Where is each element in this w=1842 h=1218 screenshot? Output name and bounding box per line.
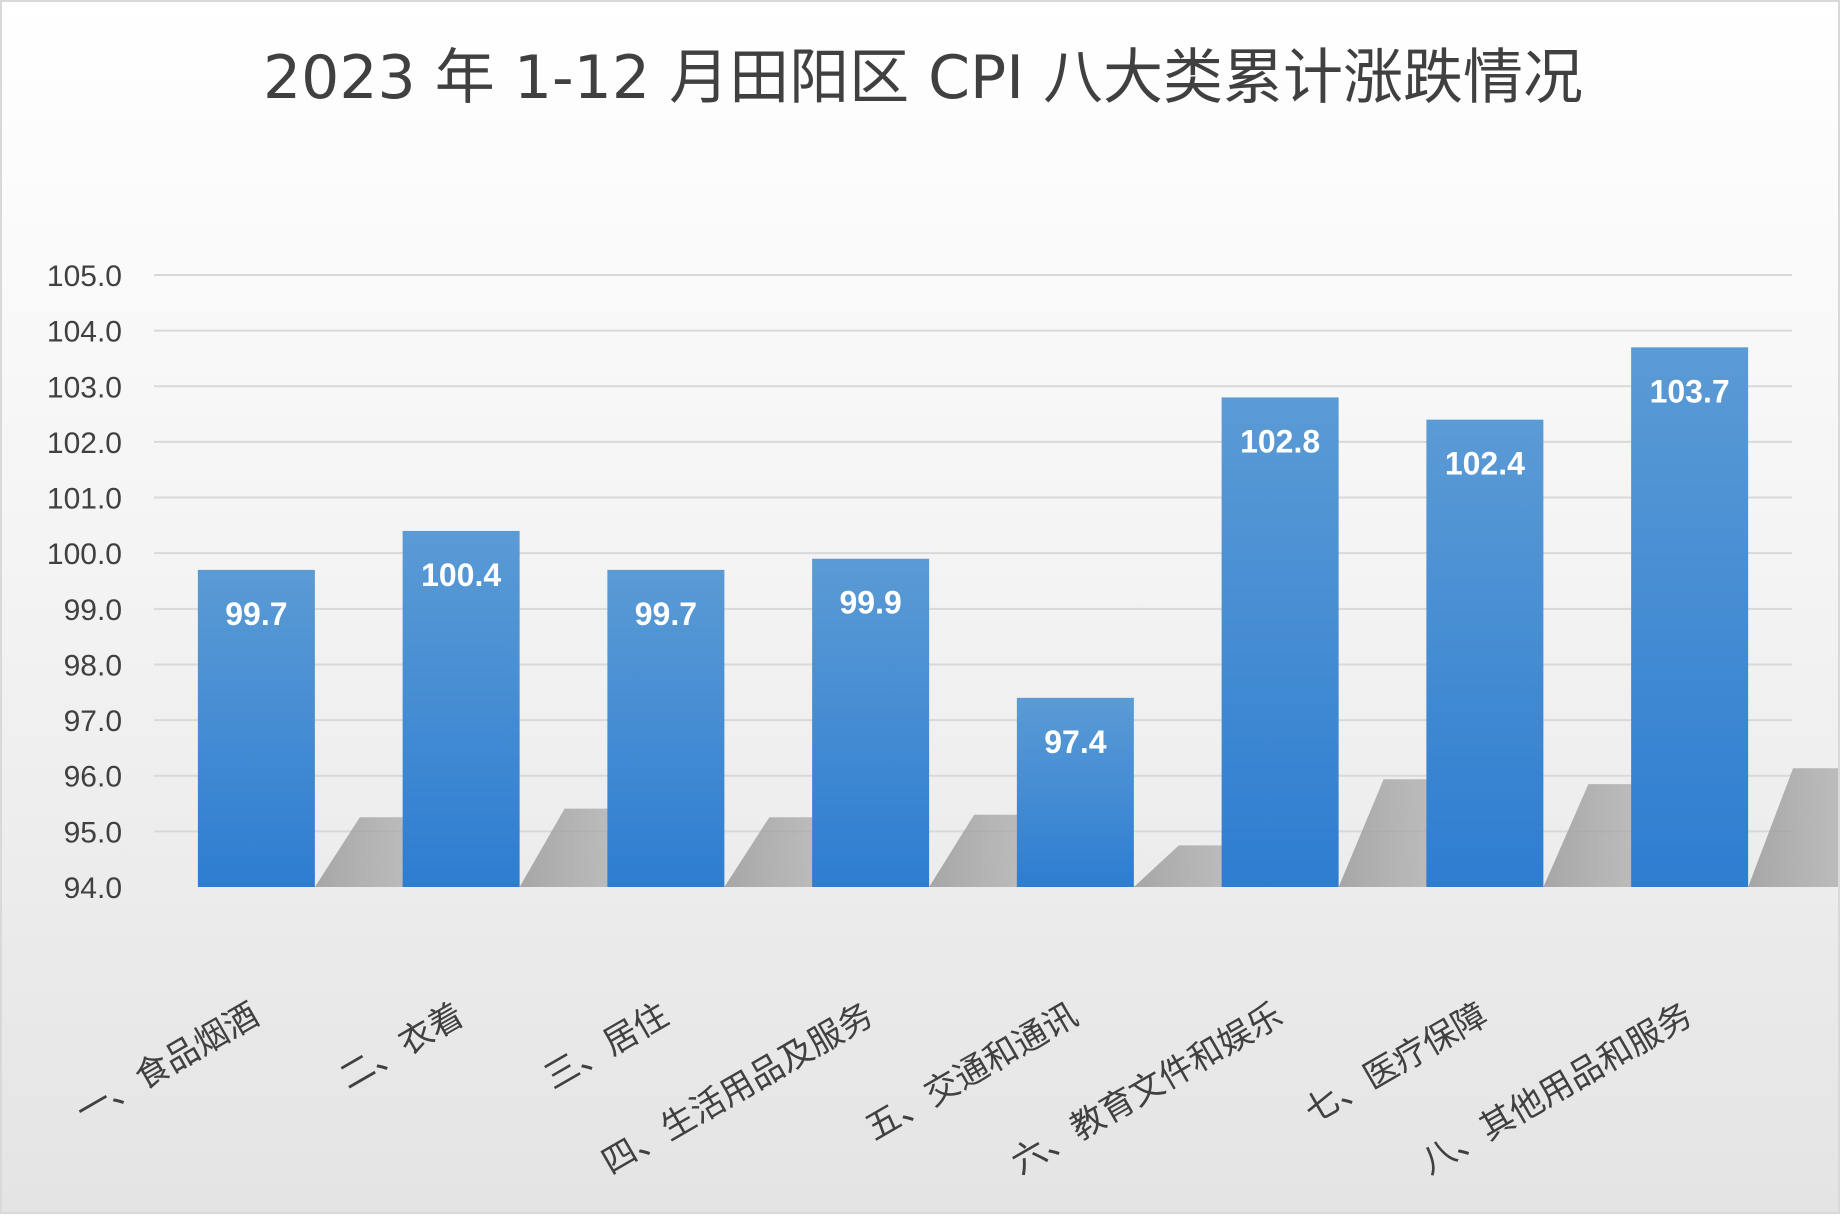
bar-shadow <box>1748 768 1838 887</box>
data-label: 99.7 <box>635 596 697 632</box>
data-label: 102.4 <box>1445 446 1525 482</box>
y-tick-label: 99.0 <box>64 594 122 627</box>
y-tick-label: 100.0 <box>47 538 122 571</box>
y-tick-label: 95.0 <box>64 816 122 849</box>
y-tick-label: 101.0 <box>47 483 122 516</box>
y-tick-label: 104.0 <box>47 316 122 349</box>
chart-title-text: 2023 年 1-12 月田阳区 CPI 八大类累计涨跌情况 <box>263 43 1583 113</box>
data-label: 102.8 <box>1240 423 1320 459</box>
bar <box>197 569 315 887</box>
y-tick-label: 102.0 <box>47 427 122 460</box>
data-label: 100.4 <box>421 557 501 593</box>
y-tick-label: 96.0 <box>64 761 122 794</box>
category-label: 七、医疗保障 <box>1298 995 1495 1132</box>
bar <box>1631 347 1749 887</box>
category-label: 三、居住 <box>538 995 676 1098</box>
chart-title: 2023 年 1-12 月田阳区 CPI 八大类累计涨跌情况 <box>2 32 1838 124</box>
bar <box>1016 697 1134 887</box>
bar <box>1221 397 1339 887</box>
data-label: 97.4 <box>1044 724 1106 760</box>
y-tick-label: 105.0 <box>47 260 122 293</box>
data-label: 99.7 <box>225 596 287 632</box>
y-tick-label: 97.0 <box>64 705 122 738</box>
category-label: 一、食品烟酒 <box>69 995 266 1132</box>
bar <box>812 558 930 887</box>
data-label: 103.7 <box>1650 373 1730 409</box>
y-tick-label: 98.0 <box>64 649 122 682</box>
category-label: 二、衣着 <box>333 995 471 1098</box>
bar <box>402 530 520 887</box>
y-tick-label: 103.0 <box>47 371 122 404</box>
y-tick-label: 94.0 <box>64 872 122 905</box>
bar <box>607 569 725 887</box>
bar <box>1426 419 1544 887</box>
data-label: 99.9 <box>839 585 901 621</box>
